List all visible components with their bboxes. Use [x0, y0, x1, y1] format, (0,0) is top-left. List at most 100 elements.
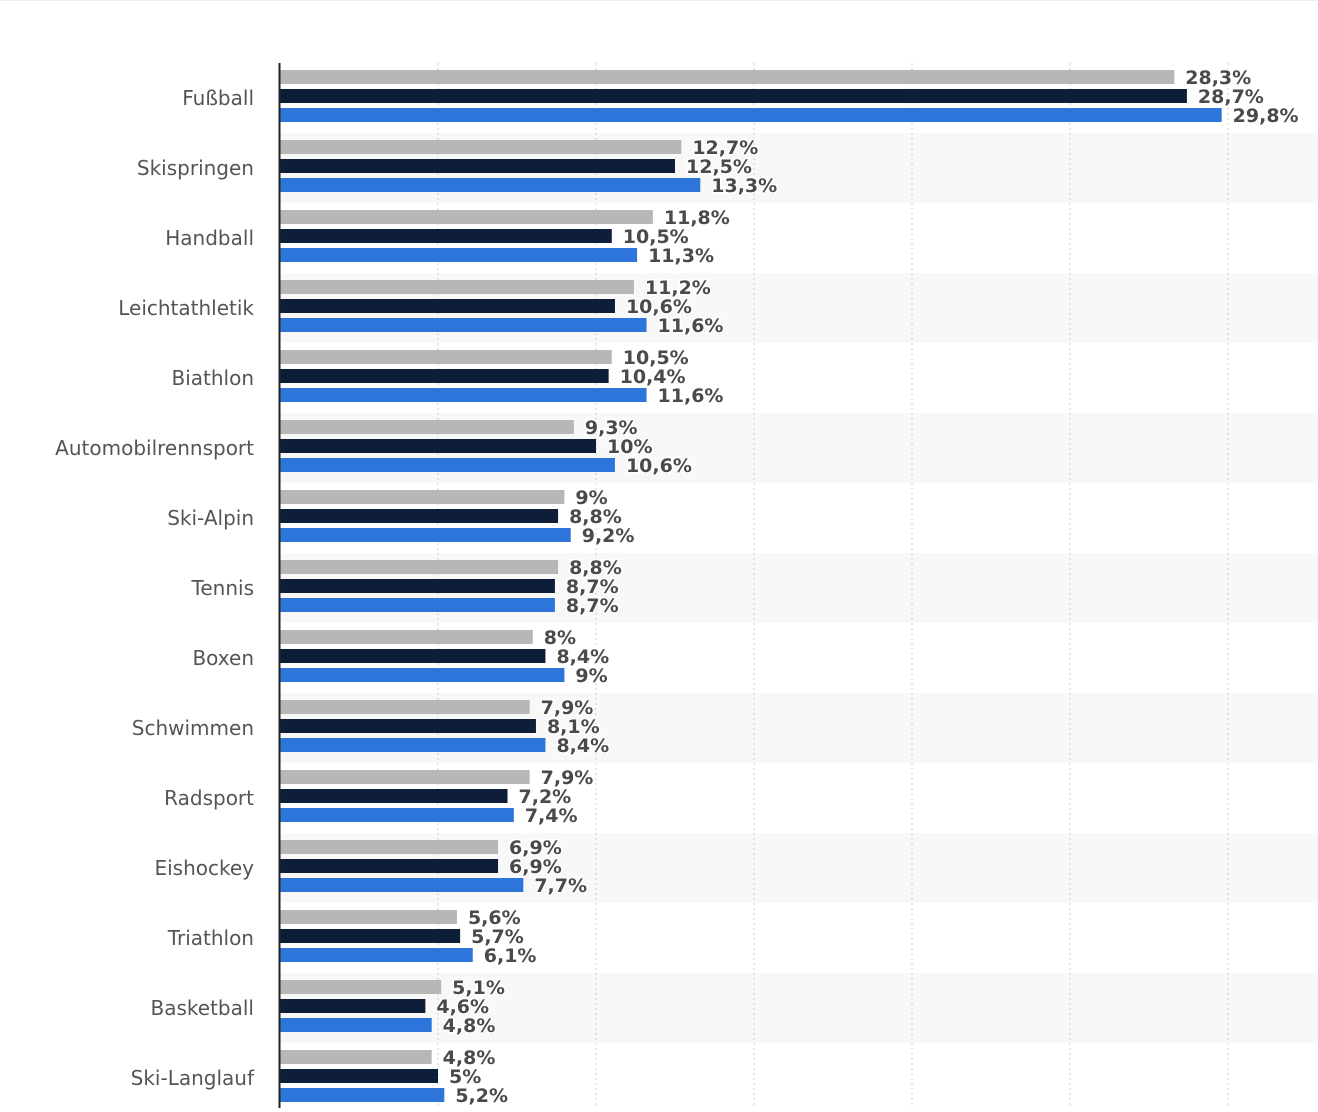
- bar: [280, 859, 499, 873]
- bar: [280, 229, 612, 243]
- category-label: Schwimmen: [132, 716, 254, 740]
- bar: [280, 108, 1222, 122]
- data-label: 10%: [607, 436, 652, 458]
- bar: [280, 280, 634, 294]
- bar: [280, 420, 574, 434]
- data-label: 4,8%: [443, 1047, 496, 1069]
- bar: [280, 579, 555, 593]
- bar: [280, 929, 461, 943]
- bar: [280, 388, 647, 402]
- data-label: 4,6%: [436, 996, 489, 1018]
- bar: [280, 808, 514, 822]
- bars: [280, 70, 1222, 1102]
- data-label: 9%: [575, 487, 607, 509]
- bar: [280, 948, 473, 962]
- bar: [280, 369, 609, 383]
- data-label: 7,2%: [519, 786, 572, 808]
- data-label: 10,6%: [626, 455, 692, 477]
- data-label: 8,1%: [547, 716, 600, 738]
- category-labels: Fußball Skispringen Handball Leichtathletik…: [55, 86, 255, 1090]
- data-label: 11,8%: [664, 207, 730, 229]
- bar: [280, 1018, 432, 1032]
- data-label: 6,9%: [509, 856, 562, 878]
- bar: [280, 439, 596, 453]
- bar: [280, 878, 524, 892]
- data-label: 4,8%: [443, 1015, 496, 1037]
- bar: [280, 140, 682, 154]
- bar: [280, 738, 546, 752]
- data-label: 8%: [544, 627, 576, 649]
- category-label: Basketball: [151, 996, 254, 1020]
- data-label: 28,3%: [1185, 67, 1251, 89]
- bar: [280, 789, 508, 803]
- data-label: 11,6%: [658, 385, 724, 407]
- category-label: Tennis: [191, 576, 254, 600]
- bar: [280, 89, 1187, 103]
- value-labels: 28,3%12,7%11,8%11,2%10,5%9,3%9%8,8%8%7,9…: [435, 66, 1300, 1109]
- data-label: 5,2%: [455, 1085, 508, 1107]
- bar: [280, 490, 565, 504]
- bar: [280, 1069, 438, 1083]
- data-label: 8,4%: [556, 735, 609, 757]
- data-label: 8,8%: [569, 506, 622, 528]
- bar: [280, 350, 612, 364]
- bar: [280, 1088, 445, 1102]
- bar: [280, 980, 442, 994]
- category-label: Ski-Alpin: [167, 506, 254, 530]
- data-label: 7,9%: [541, 697, 594, 719]
- bar: [280, 668, 565, 682]
- bar: [280, 1050, 432, 1064]
- data-label: 5,7%: [471, 926, 524, 948]
- top-divider: [0, 0, 1318, 1]
- data-label: 9,3%: [585, 417, 638, 439]
- bar: [280, 299, 615, 313]
- data-label: 10,5%: [623, 347, 689, 369]
- data-label: 7,9%: [541, 767, 594, 789]
- bar: [280, 649, 546, 663]
- data-label: 8,8%: [569, 557, 622, 579]
- data-label: 5%: [449, 1066, 481, 1088]
- data-label: 28,7%: [1198, 86, 1264, 108]
- bar: [280, 719, 536, 733]
- bar: [280, 210, 653, 224]
- data-label: 7,7%: [534, 875, 587, 897]
- bar: [280, 999, 426, 1013]
- data-label: 12,5%: [686, 156, 752, 178]
- data-label: 12,7%: [692, 137, 758, 159]
- data-label: 9,2%: [582, 525, 635, 547]
- category-label: Triathlon: [167, 926, 254, 950]
- data-label: 8,7%: [566, 595, 619, 617]
- bar: [280, 70, 1175, 84]
- category-label: Leichtathletik: [118, 296, 254, 320]
- data-label: 11,3%: [648, 245, 714, 267]
- bar: [280, 528, 571, 542]
- bar: [280, 560, 559, 574]
- category-label: Skispringen: [137, 156, 254, 180]
- category-label: Boxen: [192, 646, 254, 670]
- data-label: 8,4%: [556, 646, 609, 668]
- data-label: 6,1%: [484, 945, 537, 967]
- bar: [280, 700, 530, 714]
- data-label: 10,4%: [620, 366, 686, 388]
- data-label: 5,6%: [468, 907, 521, 929]
- category-label: Biathlon: [171, 366, 254, 390]
- bar: [280, 840, 499, 854]
- data-label: 9%: [575, 665, 607, 687]
- bar: [280, 910, 457, 924]
- category-label: Automobilrennsport: [55, 436, 254, 460]
- category-label: Ski-Langlauf: [131, 1066, 255, 1090]
- bar: [280, 318, 647, 332]
- category-label: Handball: [165, 226, 254, 250]
- data-label: 29,8%: [1233, 105, 1299, 127]
- bar: [280, 458, 615, 472]
- data-label: 13,3%: [711, 175, 777, 197]
- bar: [280, 630, 533, 644]
- data-label: 7,4%: [525, 805, 578, 827]
- bar: [280, 178, 701, 192]
- bar: [280, 770, 530, 784]
- category-label: Eishockey: [154, 856, 254, 880]
- category-label: Radsport: [164, 786, 254, 810]
- data-label: 11,2%: [645, 277, 711, 299]
